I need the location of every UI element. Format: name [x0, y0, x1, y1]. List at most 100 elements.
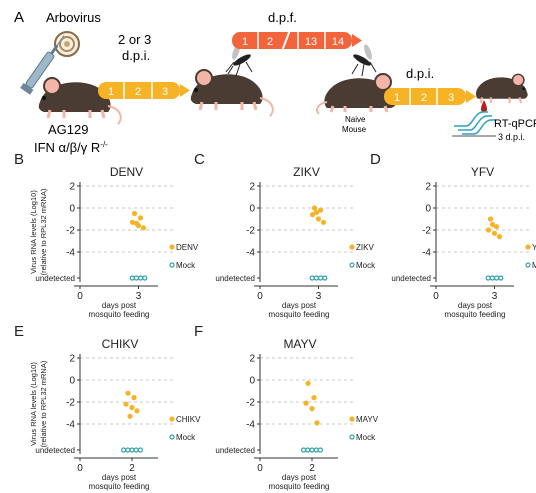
data-point-mock [142, 275, 148, 281]
x-tick-label: 0 [77, 463, 83, 474]
dpi-segment: 3 [162, 86, 168, 98]
data-point-mock [494, 275, 500, 281]
y-tick-label: 0 [69, 376, 75, 387]
legend-marker-mock [349, 262, 355, 268]
dpf-bar: 1 2 13 14 [232, 29, 352, 52]
x-tick-label: 3 [316, 291, 322, 302]
x-axis-label: days post [458, 301, 493, 310]
y-tick-label: 2 [249, 354, 255, 365]
assay-time: 3 d.p.i. [498, 132, 525, 142]
y-tick-label: -4 [246, 248, 255, 259]
y-tick-label: -2 [246, 226, 255, 237]
data-point-mock [129, 447, 135, 453]
x-axis-label: days post [102, 473, 137, 482]
data-point-mock [322, 275, 328, 281]
legend-label-virus: MAYV [356, 415, 379, 424]
x-axis-label: days post [102, 301, 137, 310]
data-point-mock [138, 275, 144, 281]
data-point-virus [314, 420, 320, 426]
x-tick-label: 3 [492, 291, 498, 302]
naive-label-1: Naive [345, 115, 366, 124]
data-point-virus [127, 413, 133, 419]
data-point-mock [133, 447, 139, 453]
data-point-virus [489, 221, 496, 228]
data-point-mock [318, 275, 324, 281]
data-point-virus [491, 230, 498, 236]
data-point-mock [305, 447, 311, 453]
syringe-icon [20, 35, 65, 95]
blood-drop-icon [481, 100, 487, 112]
x-axis-label: days post [282, 301, 317, 310]
chart-title: DENV [110, 165, 143, 179]
data-point-mock [309, 275, 315, 281]
panel-a-schematic: A Arbovirus AG129 IFN α/β/γ R-/- 2 or 3 … [14, 9, 536, 155]
legend-marker-virus [169, 416, 175, 422]
data-point-virus [125, 390, 131, 396]
mouse-icon-naive [316, 73, 397, 115]
data-point-mock [317, 447, 323, 453]
dpi-bar-1: 1 2 3 [98, 82, 180, 99]
y-tick-label: -2 [66, 226, 75, 237]
y-tick-label: 2 [69, 354, 75, 365]
data-point-virus [303, 400, 309, 406]
legend-label-mock: Mock [356, 261, 376, 270]
data-point-virus [305, 380, 311, 386]
mouse-icon-3 [475, 73, 528, 104]
chart-title: CHIKV [102, 337, 139, 351]
virus-particle-icon [54, 31, 80, 57]
dpi2-segment: 1 [394, 92, 400, 104]
y-axis-label: (relative to RPL32 mRNA) [39, 360, 48, 447]
chart-title: MAYV [283, 337, 316, 351]
panel-letter: B [14, 151, 24, 168]
naive-label-2: Mouse [342, 125, 367, 134]
qpcr-curve-icon [452, 111, 496, 137]
panel-letter: E [14, 323, 24, 340]
data-point-virus [133, 220, 140, 226]
dpi2-segment: 2 [421, 92, 427, 104]
x-axis-label: mosquito feeding [445, 310, 506, 319]
legend-label-mock: Mock [176, 433, 196, 442]
legend-marker-virus [525, 244, 531, 250]
dpi-segment: 2 [135, 86, 141, 98]
x-axis-label: mosquito feeding [269, 482, 330, 491]
data-point-virus [496, 234, 503, 240]
dpf-segment: 2 [267, 36, 273, 48]
y-axis-label: Virus RNA levels (Log10) [29, 190, 38, 274]
data-point-virus [493, 224, 500, 230]
dpi2-label: d.p.i. [406, 66, 434, 81]
data-point-virus [129, 219, 136, 225]
arrow-head [352, 34, 362, 47]
mouse-icon-1 [38, 77, 122, 125]
y-tick-label: 0 [249, 204, 255, 215]
data-point-virus [487, 216, 494, 222]
dpi2-segment: 3 [448, 92, 454, 104]
y-tick-label: -2 [246, 398, 255, 409]
mosquito-icon-2 [351, 44, 377, 77]
data-point-virus [320, 219, 327, 225]
data-point-virus [137, 215, 144, 221]
legend-label-mock: Mock [532, 261, 536, 270]
x-axis-label: mosquito feeding [89, 310, 150, 319]
x-axis-label: mosquito feeding [269, 310, 330, 319]
legend-marker-mock [525, 262, 531, 268]
data-point-mock [125, 447, 131, 453]
injection-time-bottom: d.p.i. [122, 48, 150, 63]
y-axis-label: Virus RNA levels (Log10) [29, 362, 38, 446]
undetected-label: undetected [215, 274, 255, 283]
y-tick-label: -2 [66, 398, 75, 409]
x-tick-label: 2 [129, 463, 135, 474]
y-tick-label: -4 [422, 248, 431, 259]
data-point-mock [129, 275, 135, 281]
data-point-mock [485, 275, 491, 281]
data-point-mock [498, 275, 504, 281]
undetected-label: undetected [35, 446, 75, 455]
data-point-virus [134, 408, 140, 414]
legend-label-virus: CHIKV [176, 415, 201, 424]
undetected-label: undetected [35, 274, 75, 283]
y-tick-label: 0 [249, 376, 255, 387]
undetected-label: undetected [215, 446, 255, 455]
virus-label: Arbovirus [46, 10, 101, 25]
